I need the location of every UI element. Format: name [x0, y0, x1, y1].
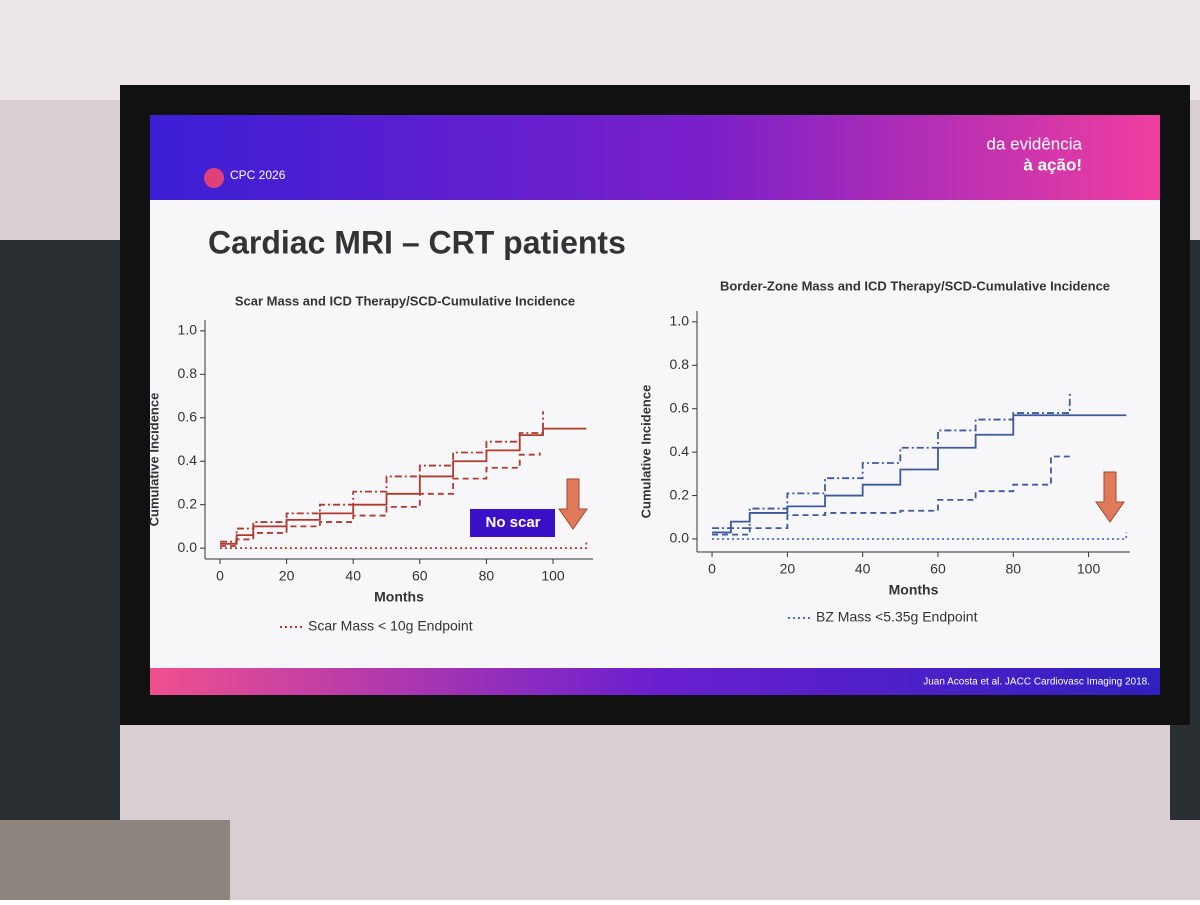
- x-tick-label: 60: [412, 568, 428, 584]
- x-tick-label: 60: [930, 561, 946, 577]
- series-line: [219, 411, 544, 543]
- arrow: [1095, 471, 1125, 523]
- y-tick-label: 1.0: [670, 313, 690, 329]
- slide: [150, 115, 1160, 695]
- y-tick-label: 0.6: [670, 399, 690, 415]
- y-tick-label: 0.0: [178, 539, 198, 555]
- y-tick-label: 0.2: [178, 495, 198, 511]
- x-tick-label: 20: [279, 568, 295, 584]
- citation: Juan Acosta et al. JACC Cardiovasc Imagi…: [923, 677, 1150, 688]
- series-line: [219, 541, 588, 550]
- stone-wall: [0, 820, 230, 900]
- tagline: da evidência: [987, 134, 1083, 153]
- arrow: [558, 478, 588, 530]
- ceiling: [0, 0, 1200, 100]
- x-tick-label: 80: [1005, 561, 1021, 577]
- x-tick-label: 0: [708, 561, 716, 577]
- y-tick-label: 0.8: [670, 356, 690, 372]
- x-tick-label: 40: [855, 561, 871, 577]
- y-tick-label: 0.4: [670, 443, 690, 459]
- x-tick-label: 100: [1077, 561, 1101, 577]
- series-line: [712, 455, 1070, 536]
- x-tick-label: 100: [541, 568, 565, 584]
- x-tick-label: 20: [780, 561, 796, 577]
- y-axis-label: Cumulative Incidence: [146, 393, 161, 527]
- chart-title: Border-Zone Mass and ICD Therapy/SCD-Cum…: [720, 278, 1110, 293]
- legend-label: Scar Mass < 10g Endpoint: [308, 618, 473, 634]
- y-tick-label: 0.2: [670, 486, 690, 502]
- y-tick-label: 0.0: [670, 530, 690, 546]
- logo: CPC 2026: [230, 168, 286, 182]
- y-tick-label: 1.0: [178, 322, 198, 338]
- y-tick-label: 0.6: [178, 408, 198, 424]
- x-tick-label: 80: [479, 568, 495, 584]
- slide-header: [150, 115, 1160, 200]
- x-tick-label: 40: [345, 568, 361, 584]
- legend-label: BZ Mass <5.35g Endpoint: [816, 609, 978, 625]
- slide-title: Cardiac MRI – CRT patients: [208, 224, 626, 260]
- logo-icon: [204, 168, 224, 188]
- x-tick-label: 0: [216, 568, 224, 584]
- tagline: à ação!: [1023, 155, 1082, 174]
- series-line: [219, 452, 541, 547]
- y-tick-label: 0.8: [178, 365, 198, 381]
- window-left: [0, 240, 120, 820]
- x-axis-label: Months: [889, 582, 939, 598]
- slide-footer: [150, 668, 1160, 695]
- annotation: No scar: [485, 514, 540, 531]
- y-tick-label: 0.4: [178, 452, 198, 468]
- x-axis-label: Months: [374, 589, 424, 605]
- y-axis-label: Cumulative Incidence: [638, 385, 653, 519]
- annotation-box: [470, 509, 555, 537]
- series-line: [712, 391, 1071, 530]
- chart-title: Scar Mass and ICD Therapy/SCD-Cumulative…: [235, 293, 575, 308]
